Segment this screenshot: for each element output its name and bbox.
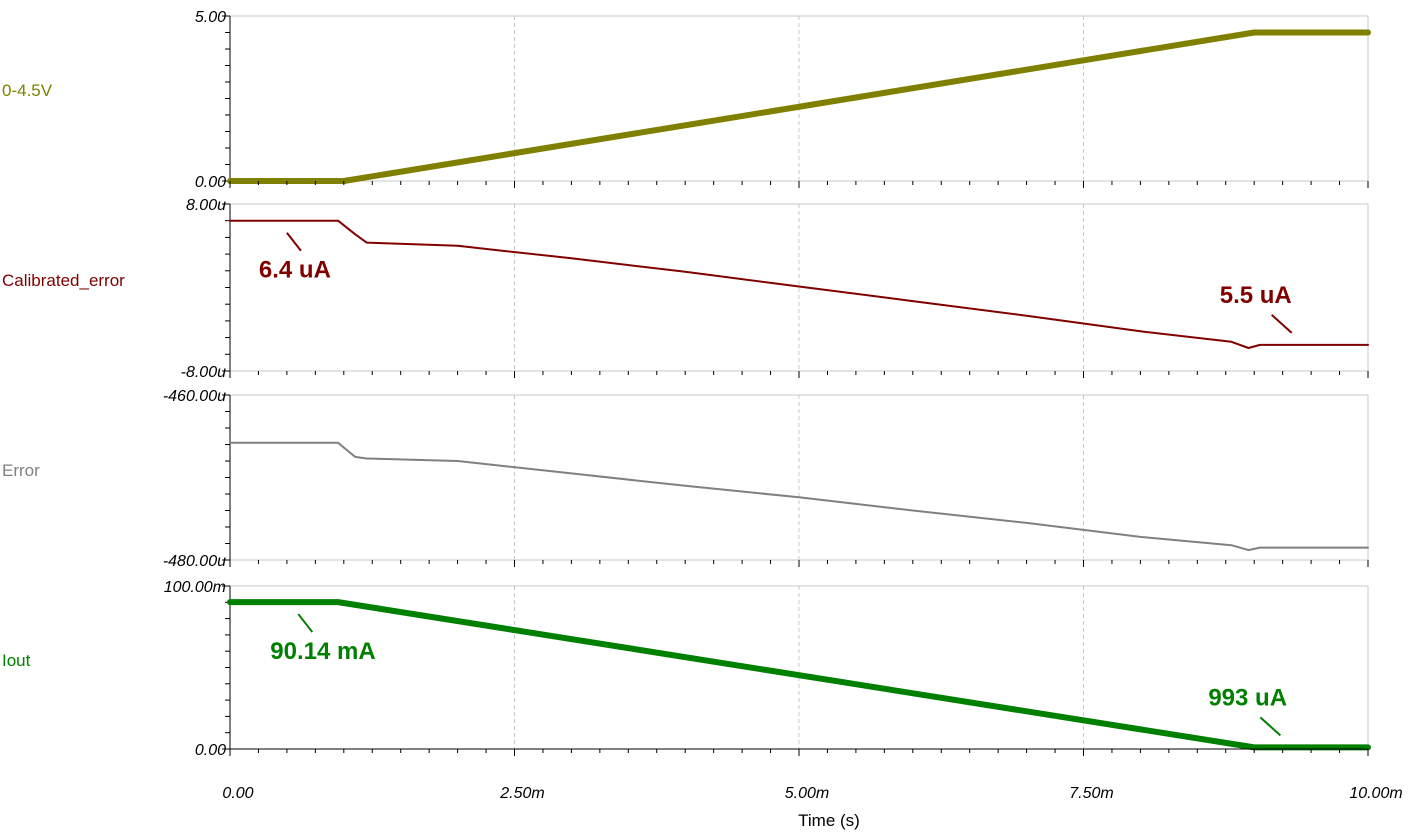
annotation-label: 6.4 uA (259, 257, 331, 284)
x-tick-label: 5.00m (785, 785, 829, 802)
x-tick-label: 2.50m (499, 785, 544, 802)
annotation-leader (286, 232, 302, 252)
x-tick-label: 10.00m (1349, 785, 1402, 802)
panel-3: 100.00m 0.00 Iout 90.14 mA 993 uA (2, 579, 1371, 759)
series-name: Error (2, 461, 40, 480)
panel-2: -460.00u -480.00u Error (2, 388, 1369, 570)
y-tick-label: 0.00 (195, 742, 226, 759)
chart-panels: 5.00 0.00 0-4.5V 8.00u -8.00u Calibrated_erro… (2, 9, 1371, 759)
series-line (229, 219, 1369, 349)
panel-0: 5.00 0.00 0-4.5V (2, 9, 1371, 191)
annotation-leader (297, 613, 314, 633)
series-line (229, 441, 1369, 552)
annotation-leader (1259, 716, 1282, 737)
x-axis: 0.00 2.50m 5.00m 7.50m 10.00m (222, 748, 1403, 802)
y-tick-label: -8.00u (181, 364, 226, 381)
y-tick-label: 8.00u (186, 197, 226, 214)
annotation-leader (1271, 314, 1293, 334)
annotation-label: 5.5 uA (1220, 282, 1292, 309)
series-name: 0-4.5V (2, 81, 53, 100)
series-name: Iout (2, 651, 31, 670)
x-axis-title: Time (s) (798, 811, 860, 830)
annotation-label: 993 uA (1208, 684, 1287, 711)
series-name: Calibrated_error (2, 271, 125, 290)
x-tick-label: 0.00 (222, 785, 253, 802)
y-tick-label: -480.00u (163, 553, 226, 570)
y-tick-label: 0.00 (195, 174, 226, 191)
y-tick-label: 100.00m (164, 579, 226, 596)
y-tick-label: -460.00u (163, 388, 226, 405)
annotation-label: 90.14 mA (270, 638, 375, 665)
panel-1: 8.00u -8.00u Calibrated_error 6.4 uA 5.5 uA (2, 197, 1369, 381)
x-tick-label: 7.50m (1069, 785, 1113, 802)
y-tick-label: 5.00 (195, 9, 226, 26)
series-line (227, 599, 1371, 751)
